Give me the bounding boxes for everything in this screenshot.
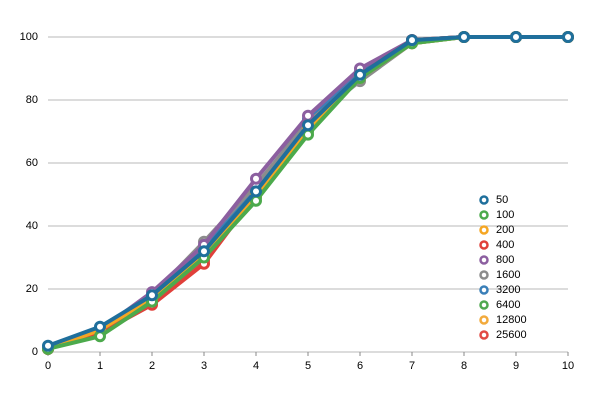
legend-label: 400 <box>496 239 514 251</box>
point <box>406 34 418 47</box>
y-tick-label: 0 <box>32 346 38 358</box>
y-tick-label: 60 <box>26 157 38 169</box>
series <box>42 31 574 355</box>
legend-marker <box>479 195 489 205</box>
x-tick-label: 7 <box>409 360 415 372</box>
point <box>94 330 106 343</box>
point <box>250 185 262 198</box>
series <box>42 31 574 355</box>
line <box>47 35 568 351</box>
legend-marker <box>479 210 489 220</box>
series <box>42 31 574 355</box>
series <box>42 31 574 355</box>
y-tick-label: 20 <box>26 283 38 295</box>
point <box>302 109 314 122</box>
point <box>302 119 314 132</box>
x-tick-label: 8 <box>461 360 467 372</box>
point <box>198 245 210 258</box>
x-tick-label: 4 <box>253 360 259 372</box>
series <box>42 31 574 355</box>
x-tick-label: 0 <box>45 360 51 372</box>
point <box>562 31 574 43</box>
series <box>42 31 574 355</box>
legend-marker <box>479 330 489 340</box>
line <box>47 35 568 351</box>
x-tick-label: 6 <box>357 360 363 372</box>
line <box>47 35 568 351</box>
x-tick-label: 3 <box>201 360 207 372</box>
line <box>47 35 568 351</box>
point <box>146 289 158 302</box>
legend-label: 50 <box>496 194 508 206</box>
line <box>47 35 568 351</box>
legend-label: 25600 <box>496 329 527 341</box>
legend-label: 12800 <box>496 314 527 326</box>
y-tick-label: 80 <box>26 94 38 106</box>
legend-marker <box>479 225 489 235</box>
legend-marker <box>479 270 489 280</box>
line <box>47 35 568 348</box>
x-tick-label: 2 <box>149 360 155 372</box>
series <box>42 31 574 352</box>
legend-marker <box>479 255 489 265</box>
point <box>354 68 366 81</box>
x-tick-label: 10 <box>562 360 574 372</box>
legend-label: 3200 <box>496 284 520 296</box>
line <box>47 35 568 351</box>
point <box>42 339 54 352</box>
legend-label: 800 <box>496 254 514 266</box>
x-tick-label: 1 <box>97 360 103 372</box>
series <box>42 31 574 355</box>
point <box>250 172 262 185</box>
point <box>458 31 470 43</box>
line <box>47 35 568 351</box>
legend-label: 200 <box>496 224 514 236</box>
point <box>94 320 106 333</box>
x-tick-label: 5 <box>305 360 311 372</box>
legend-marker <box>479 240 489 250</box>
y-tick-label: 40 <box>26 220 38 232</box>
x-tick-label: 9 <box>513 360 519 372</box>
line <box>47 35 568 351</box>
legend-marker <box>479 285 489 295</box>
point <box>510 31 522 43</box>
legend-label: 6400 <box>496 299 520 311</box>
legend-label: 100 <box>496 209 514 221</box>
legend-label: 1600 <box>496 269 520 281</box>
series <box>42 31 574 355</box>
series <box>42 31 574 355</box>
legend-marker <box>479 300 489 310</box>
line <box>47 35 568 351</box>
y-tick-label: 100 <box>20 31 38 43</box>
legend-marker <box>479 315 489 325</box>
